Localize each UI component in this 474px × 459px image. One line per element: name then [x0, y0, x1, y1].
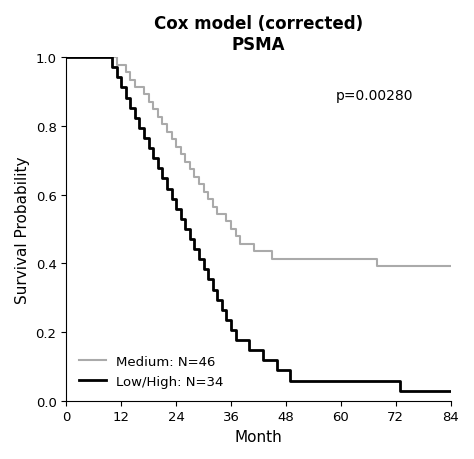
Text: p=0.00280: p=0.00280: [335, 89, 413, 103]
Y-axis label: Survival Probability: Survival Probability: [15, 156, 30, 303]
X-axis label: Month: Month: [235, 429, 283, 444]
Legend: Medium: N=46, Low/High: N=34: Medium: N=46, Low/High: N=34: [73, 348, 230, 394]
Title: Cox model (corrected)
PSMA: Cox model (corrected) PSMA: [154, 15, 363, 54]
